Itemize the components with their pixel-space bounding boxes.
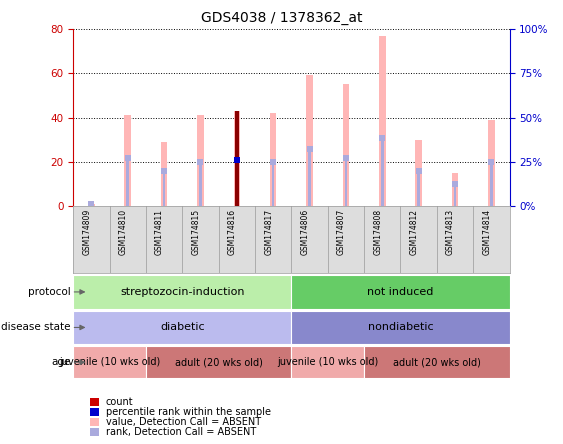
Bar	[417, 171, 420, 206]
Bar	[88, 204, 95, 206]
Text: percentile rank within the sample: percentile rank within the sample	[106, 407, 271, 417]
Text: GSM174806: GSM174806	[301, 209, 310, 255]
Bar	[452, 173, 458, 206]
Bar	[292, 311, 510, 344]
Bar	[161, 142, 167, 206]
Bar	[73, 275, 292, 309]
Text: adult (20 wks old): adult (20 wks old)	[175, 357, 262, 367]
Point	[378, 134, 387, 141]
Bar	[490, 162, 493, 206]
Point	[487, 159, 496, 166]
Bar	[73, 311, 292, 344]
Bar	[234, 111, 240, 206]
Bar	[454, 184, 456, 206]
Bar	[270, 113, 276, 206]
Text: GSM174811: GSM174811	[155, 209, 164, 255]
Text: GSM174814: GSM174814	[482, 209, 491, 255]
Point	[450, 181, 459, 188]
Text: age: age	[51, 357, 70, 367]
Bar	[379, 36, 386, 206]
Text: protocol: protocol	[28, 287, 70, 297]
Point	[305, 145, 314, 152]
Text: disease state: disease state	[1, 322, 70, 333]
Bar	[415, 140, 422, 206]
Text: GSM174817: GSM174817	[264, 209, 273, 255]
Text: diabetic: diabetic	[160, 322, 204, 333]
Bar	[364, 346, 510, 378]
Point	[269, 159, 278, 166]
Bar	[146, 346, 292, 378]
Bar	[73, 346, 146, 378]
Point	[196, 159, 205, 166]
Bar	[309, 149, 311, 206]
Text: rank, Detection Call = ABSENT: rank, Detection Call = ABSENT	[106, 428, 256, 437]
Bar	[306, 75, 313, 206]
Bar	[488, 120, 495, 206]
Text: GSM174809: GSM174809	[82, 209, 91, 255]
Bar	[343, 84, 349, 206]
Bar	[235, 111, 239, 206]
Text: GSM174807: GSM174807	[337, 209, 346, 255]
Text: GSM174816: GSM174816	[228, 209, 237, 255]
Bar	[90, 204, 93, 206]
Text: adult (20 wks old): adult (20 wks old)	[393, 357, 481, 367]
Text: nondiabetic: nondiabetic	[368, 322, 434, 333]
Text: juvenile (10 wks old): juvenile (10 wks old)	[277, 357, 378, 367]
Bar	[124, 115, 131, 206]
Point	[341, 154, 350, 161]
Text: GSM174808: GSM174808	[373, 209, 382, 255]
Point	[414, 167, 423, 174]
Text: GSM174813: GSM174813	[446, 209, 455, 255]
Bar	[381, 138, 383, 206]
Point	[233, 156, 242, 163]
Bar	[292, 346, 364, 378]
Text: count: count	[106, 397, 133, 407]
Bar	[292, 275, 510, 309]
Text: GSM174810: GSM174810	[119, 209, 128, 255]
Bar	[199, 162, 202, 206]
Bar	[345, 158, 347, 206]
Point	[87, 201, 96, 208]
Bar	[127, 158, 129, 206]
Bar	[197, 115, 204, 206]
Text: streptozocin-induction: streptozocin-induction	[120, 287, 244, 297]
Point	[159, 167, 168, 174]
Bar	[272, 162, 274, 206]
Text: value, Detection Call = ABSENT: value, Detection Call = ABSENT	[106, 417, 261, 427]
Point	[123, 154, 132, 161]
Text: GDS4038 / 1378362_at: GDS4038 / 1378362_at	[201, 11, 362, 25]
Text: juvenile (10 wks old): juvenile (10 wks old)	[59, 357, 160, 367]
Text: GSM174815: GSM174815	[191, 209, 200, 255]
Text: GSM174812: GSM174812	[410, 209, 419, 255]
Bar	[235, 160, 238, 206]
Text: not induced: not induced	[367, 287, 434, 297]
Bar	[163, 171, 166, 206]
